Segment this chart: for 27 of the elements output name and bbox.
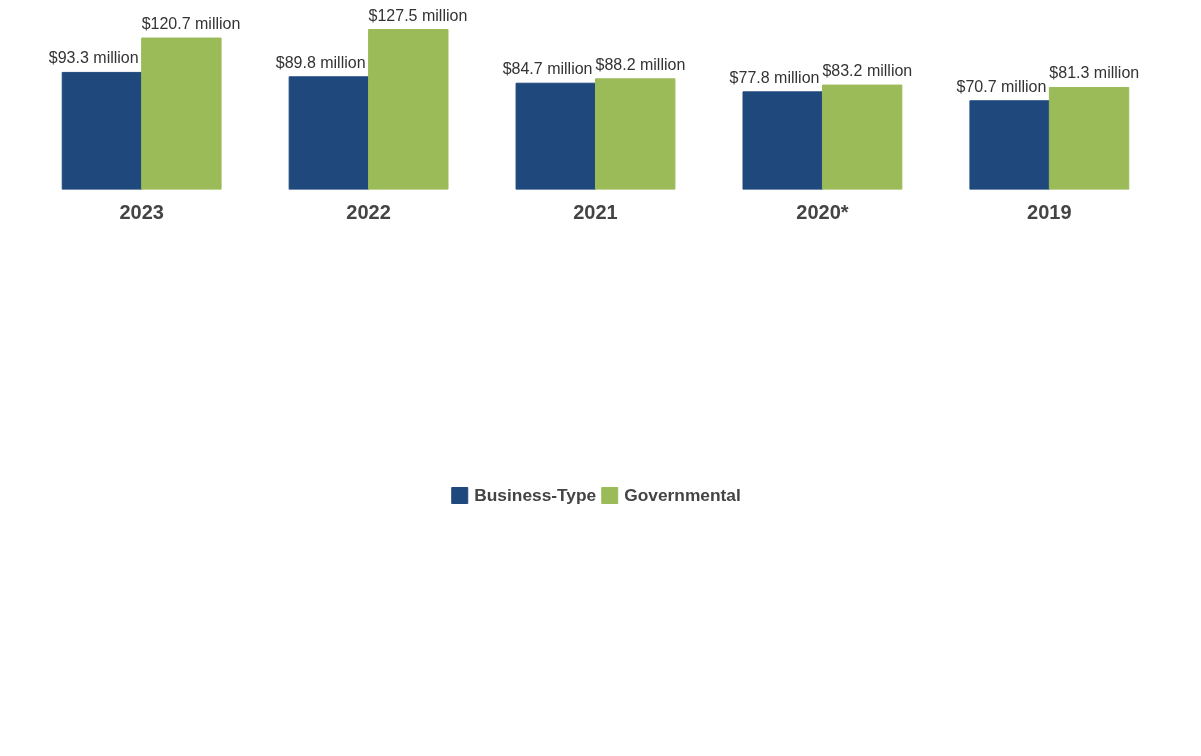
bar: [288, 76, 370, 190]
data-label: $88.2 million: [595, 55, 686, 73]
bar: [61, 71, 143, 190]
bar: [969, 100, 1050, 190]
legend-label: Governmental: [624, 484, 741, 506]
data-label: $70.7 million: [956, 77, 1047, 95]
x-tick-label: 2020*: [796, 200, 849, 223]
data-label: $83.2 million: [822, 62, 913, 80]
data-label: $93.3 million: [48, 49, 139, 67]
data-label: $81.3 million: [1049, 64, 1140, 82]
x-tick-label: 2022: [346, 200, 391, 223]
bar: [742, 91, 823, 190]
x-tick-label: 2019: [1027, 200, 1072, 223]
data-label: $120.7 million: [141, 15, 241, 33]
data-label: $77.8 million: [729, 68, 820, 86]
data-label: $89.8 million: [275, 53, 366, 71]
bar: [1048, 86, 1130, 190]
data-label: $127.5 million: [368, 6, 468, 24]
bar: [821, 84, 903, 190]
bar: [141, 37, 222, 190]
data-label: $84.7 million: [502, 60, 593, 78]
bar: [595, 78, 676, 190]
bar: [515, 82, 596, 190]
x-tick-label: 2021: [573, 200, 618, 223]
bar: [368, 29, 449, 190]
legend-label: Business-Type: [474, 484, 597, 506]
x-tick-label: 2023: [119, 200, 164, 223]
